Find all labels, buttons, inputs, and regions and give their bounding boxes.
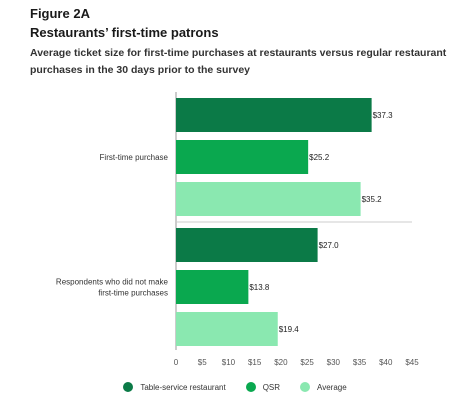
x-tick-label: $10 xyxy=(222,358,236,367)
legend-label: Table-service restaurant xyxy=(140,382,226,392)
bar-average-0 xyxy=(176,182,361,216)
bar-qsr-0 xyxy=(176,140,309,174)
x-tick-label: $5 xyxy=(198,358,207,367)
legend-label: QSR xyxy=(262,382,281,392)
chart-subtitle: Average ticket size for first-time purch… xyxy=(30,47,447,76)
x-tick-label: $15 xyxy=(248,358,262,367)
legend-item: Average xyxy=(300,382,347,392)
chart-title: Restaurants’ first-time patrons xyxy=(30,25,219,40)
legend-swatch xyxy=(245,382,256,392)
legend-label: Average xyxy=(317,382,347,392)
x-tick-label: $25 xyxy=(300,358,314,367)
bar-table-service-restaurant-0 xyxy=(176,98,372,132)
legend-swatch xyxy=(300,382,311,392)
data-label: $19.4 xyxy=(279,325,300,334)
x-tick-label: 0 xyxy=(174,358,179,367)
x-tick-label: $40 xyxy=(379,358,393,367)
category-label: Respondents who did not make xyxy=(56,278,169,287)
x-tick-label: $20 xyxy=(274,358,288,367)
x-tick-label: $35 xyxy=(353,358,367,367)
category-label: first-time purchases xyxy=(98,289,168,298)
bar-average-1 xyxy=(176,312,278,346)
legend-item: QSR xyxy=(245,382,281,392)
x-tick-label: $30 xyxy=(327,358,341,367)
bar-table-service-restaurant-1 xyxy=(176,228,318,262)
legend-item: Table-service restaurant xyxy=(123,382,226,392)
figure-label: Figure 2A xyxy=(30,6,90,21)
category-label: First-time purchase xyxy=(100,153,169,162)
data-label: $37.3 xyxy=(373,111,394,120)
data-label: $35.2 xyxy=(362,195,383,204)
legend: Table-service restaurant QSR Average xyxy=(0,382,470,392)
data-label: $25.2 xyxy=(309,153,330,162)
x-tick-label: $45 xyxy=(405,358,419,367)
data-label: $27.0 xyxy=(319,241,340,250)
bar-qsr-1 xyxy=(176,270,249,304)
legend-swatch xyxy=(123,382,134,392)
data-label: $13.8 xyxy=(249,283,270,292)
